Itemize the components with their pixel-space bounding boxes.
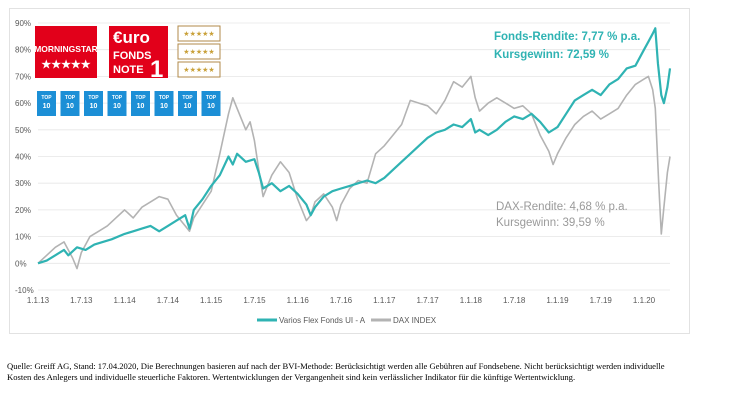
- y-tick-labels: -10% 0% 10% 20% 30% 40% 50% 60% 70% 80% 90%: [15, 19, 34, 295]
- euro-line2: NOTE: [113, 64, 144, 76]
- y-tick-label: 30%: [15, 179, 31, 188]
- y-tick-label: 0%: [15, 259, 27, 268]
- rating-stars: ★★★★★: [183, 48, 214, 56]
- x-tick-label: 1.1.20: [633, 296, 656, 305]
- top10-badge: [107, 91, 127, 116]
- rating-badge: [177, 61, 221, 78]
- euro-grade: 1: [150, 56, 163, 83]
- top10-line2: 10: [160, 103, 168, 110]
- top10-line1: TOP: [159, 95, 170, 101]
- rating-badge: [177, 25, 221, 42]
- morningstar-badge: MORNINGSTAR ★★★★★: [34, 26, 98, 78]
- top10-badge: [131, 91, 150, 116]
- euro-line1: FONDS: [113, 50, 152, 62]
- legend: Varios Flex Fonds UI - A DAX INDEX: [257, 316, 437, 325]
- dax-gain-label: Kursgewinn: 39,59 %: [496, 217, 605, 229]
- dax-return-label: DAX-Rendite: 4,68 % p.a.: [496, 201, 628, 213]
- y-tick-label: -10%: [15, 286, 34, 295]
- x-tick-label: 1.1.15: [200, 296, 223, 305]
- top10-badge: [60, 91, 80, 116]
- top10-line2: 10: [137, 103, 145, 110]
- rating-stars: ★★★★★: [183, 30, 214, 38]
- small-rating-badges: ★★★★★ ★★★★★ ★★★★★: [177, 25, 221, 78]
- x-tick-label: 1.7.15: [243, 296, 266, 305]
- top10-line2: 10: [43, 103, 51, 110]
- top10-badge: [84, 91, 103, 116]
- y-tick-label: 80%: [15, 46, 31, 55]
- x-tick-label: 1.7.17: [416, 296, 439, 305]
- dax-annotation: DAX-Rendite: 4,68 % p.a. Kursgewinn: 39,…: [496, 201, 628, 229]
- line-chart: -10% 0% 10% 20% 30% 40% 50% 60% 70% 80% 90% 1.1.13…: [15, 19, 672, 325]
- y-tick-label: 60%: [15, 99, 31, 108]
- morningstar-text: MORNINGSTAR: [34, 44, 98, 54]
- euro-brand: €uro: [113, 28, 150, 47]
- top10-badge: [178, 91, 197, 116]
- x-tick-label: 1.7.19: [590, 296, 613, 305]
- top10-line1: TOP: [65, 95, 76, 101]
- y-tick-label: 40%: [15, 153, 31, 162]
- fund-gain-label: Kursgewinn: 72,59 %: [494, 49, 609, 61]
- top10-line2: 10: [207, 103, 215, 110]
- top10-badges: TOP 10 TOP 10 TOP 10 TOP 10 TOP 10 TOP 10 TOP 10 TOP 10: [37, 91, 221, 116]
- x-tick-label: 1.1.14: [113, 296, 136, 305]
- fund-return-label: Fonds-Rendite: 7,77 % p.a.: [494, 31, 640, 43]
- top10-line2: 10: [90, 103, 98, 110]
- top10-badge: [154, 91, 174, 116]
- euro-fonds-note-badge: €uro FONDS NOTE 1: [109, 26, 168, 83]
- top10-line1: TOP: [41, 95, 52, 101]
- legend-label-dax: DAX INDEX: [393, 316, 437, 325]
- fund-annotation: Fonds-Rendite: 7,77 % p.a. Kursgewinn: 7…: [494, 31, 640, 61]
- morningstar-stars: ★★★★★: [41, 59, 90, 71]
- x-tick-label: 1.1.18: [460, 296, 483, 305]
- series-line-fund: [37, 27, 672, 265]
- source-note: Quelle: Greiff AG, Stand: 17.04.2020, Di…: [7, 361, 665, 382]
- x-tick-label: 1.1.19: [546, 296, 569, 305]
- x-tick-label: 1.7.18: [503, 296, 526, 305]
- y-tick-label: 50%: [15, 126, 31, 135]
- x-tick-label: 1.1.16: [287, 296, 310, 305]
- top10-line1: TOP: [182, 95, 193, 101]
- x-tick-label: 1.1.17: [373, 296, 396, 305]
- top10-line1: TOP: [206, 95, 217, 101]
- x-tick-label: 1.7.13: [70, 296, 93, 305]
- top10-line2: 10: [113, 103, 121, 110]
- rating-badge: [177, 43, 221, 60]
- top10-line1: TOP: [135, 95, 146, 101]
- top10-badge: [201, 91, 221, 116]
- series-layer: [37, 27, 672, 270]
- top10-line1: TOP: [88, 95, 99, 101]
- x-tick-label: 1.7.16: [330, 296, 353, 305]
- top10-line2: 10: [66, 103, 74, 110]
- x-tick-label: 1.1.13: [27, 296, 50, 305]
- y-tick-label: 90%: [15, 19, 31, 28]
- top10-line2: 10: [184, 103, 192, 110]
- y-tick-label: 20%: [15, 206, 31, 215]
- top10-badge: [37, 91, 56, 116]
- x-tick-labels: 1.1.13 1.7.13 1.1.14 1.7.14 1.1.15 1.7.15 1.1.…: [27, 296, 656, 305]
- legend-label-fund: Varios Flex Fonds UI - A: [279, 316, 366, 325]
- top10-line1: TOP: [112, 95, 123, 101]
- rating-stars: ★★★★★: [183, 66, 214, 74]
- x-tick-label: 1.7.14: [157, 296, 180, 305]
- y-tick-label: 70%: [15, 72, 31, 81]
- y-tick-label: 10%: [15, 233, 31, 242]
- award-badges: MORNINGSTAR ★★★★★ €uro FONDS NOTE 1 ★★★★…: [34, 25, 221, 116]
